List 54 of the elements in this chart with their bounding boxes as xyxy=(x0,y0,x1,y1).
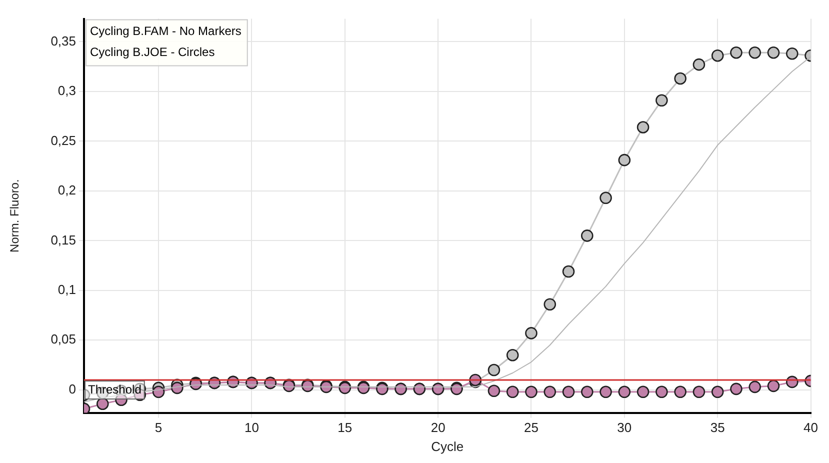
y-tick-label: 0,3 xyxy=(58,83,76,98)
point xyxy=(656,94,668,107)
x-tick-label: 35 xyxy=(710,420,725,436)
point xyxy=(618,154,631,166)
y-tick-label: 0 xyxy=(68,381,76,396)
x-tick-label: 40 xyxy=(804,420,818,436)
point xyxy=(544,298,556,310)
point xyxy=(692,58,706,71)
point xyxy=(600,386,612,398)
annotation: Cycling B.JOE - Circles xyxy=(90,45,215,60)
point xyxy=(581,230,594,242)
point xyxy=(600,192,612,204)
y-tick-label: 0,35 xyxy=(50,33,76,48)
point xyxy=(711,49,724,62)
point xyxy=(618,386,631,398)
point xyxy=(562,265,575,278)
x-tick-label: 5 xyxy=(154,420,162,436)
x-tick-label: 25 xyxy=(524,420,538,436)
point xyxy=(767,46,780,59)
point xyxy=(748,380,762,394)
y-axis-title: Norm. Fluoro. xyxy=(8,179,22,252)
y-tick-label: 0,2 xyxy=(58,182,76,198)
point xyxy=(692,386,706,398)
point xyxy=(674,72,686,85)
point xyxy=(488,364,500,376)
point xyxy=(525,327,538,340)
point xyxy=(581,386,594,398)
point xyxy=(656,386,668,398)
point xyxy=(730,382,742,396)
point xyxy=(506,348,519,362)
ref-line-label: Threshold xyxy=(88,382,142,396)
point xyxy=(525,386,538,398)
x-tick-label: 30 xyxy=(617,420,632,436)
y-tick-label: 0,05 xyxy=(50,332,76,347)
point xyxy=(748,46,762,59)
point xyxy=(636,386,650,398)
point xyxy=(488,384,500,398)
point xyxy=(786,47,798,60)
y-tick-label: 0,25 xyxy=(50,132,76,148)
annotation: Cycling B.FAM - No Markers xyxy=(90,24,242,38)
point xyxy=(506,386,519,398)
point xyxy=(730,46,742,59)
y-tick-label: 0,15 xyxy=(50,232,76,248)
point xyxy=(562,386,575,398)
point xyxy=(544,386,556,398)
x-tick-label: 20 xyxy=(430,420,446,436)
x-tick-label: 15 xyxy=(338,420,352,436)
x-axis-title: Cycle xyxy=(431,438,464,454)
y-tick-label: 0,1 xyxy=(58,282,76,297)
point xyxy=(767,380,780,392)
point xyxy=(636,121,650,134)
point xyxy=(711,386,724,398)
point xyxy=(674,386,686,398)
x-tick-label: 10 xyxy=(244,420,259,436)
